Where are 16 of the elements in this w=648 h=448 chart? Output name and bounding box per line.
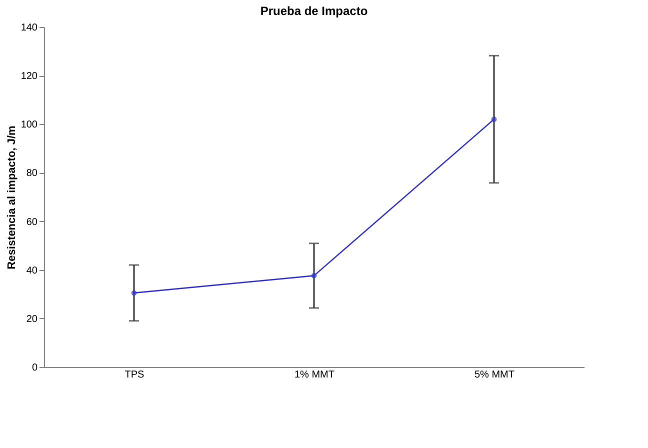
point [311, 272, 317, 278]
y-tick-label: 20 [26, 314, 38, 325]
x-tick-label: TPS [124, 370, 145, 380]
point [131, 290, 137, 296]
y-tick-label: 60 [26, 216, 38, 228]
y-tick-label: 80 [26, 168, 38, 180]
y-axis-title: Resistencia al impacto, J/m [6, 125, 18, 270]
chart-title: Prueba de Impacto [260, 4, 368, 18]
x-tick-label: 5% MMT [474, 370, 514, 380]
y-tick-label: 140 [20, 22, 38, 34]
x-tick-label: 1% MMT [294, 370, 334, 380]
y-tick-label: 0 [32, 362, 38, 374]
y-tick-label: 120 [20, 71, 38, 82]
y-tick-label: 100 [20, 120, 38, 131]
y-tick-label: 40 [26, 265, 38, 276]
point [491, 116, 497, 122]
